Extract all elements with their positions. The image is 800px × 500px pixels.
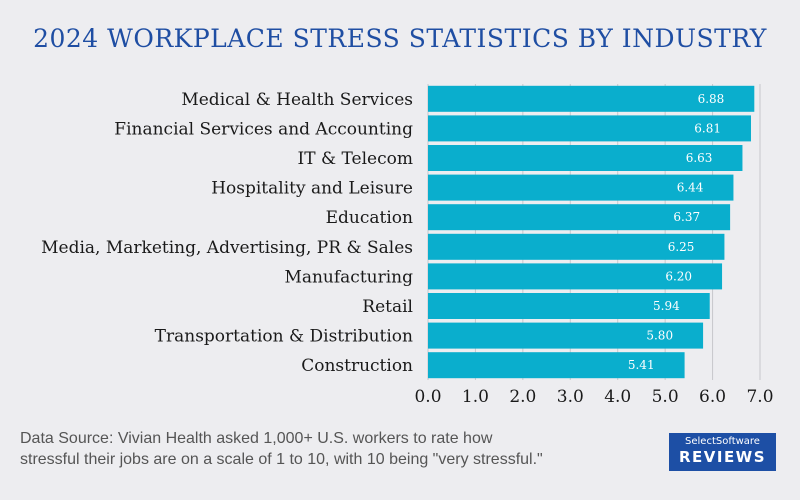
logo-top-text: SelectSoftware	[685, 436, 760, 447]
category-labels: Medical & Health Services Financial Servi…	[41, 90, 413, 376]
chart-title: 2024 WORKPLACE STRESS STATISTICS BY INDU…	[33, 24, 767, 53]
category-label: Retail	[362, 297, 413, 317]
x-tick-label: 2.0	[509, 387, 536, 407]
bar-value-label: 5.94	[653, 299, 680, 313]
x-tick-label: 5.0	[652, 387, 679, 407]
category-label: Transportation & Distribution	[155, 327, 413, 347]
category-label: Construction	[301, 356, 413, 376]
bar	[428, 293, 710, 319]
bar-value-label: 6.63	[686, 151, 713, 165]
bar	[428, 115, 751, 142]
bar-value-label: 5.41	[628, 358, 655, 372]
bar-value-label: 6.25	[668, 240, 695, 254]
category-label: Financial Services and Accounting	[114, 119, 413, 139]
category-label: Manufacturing	[284, 267, 413, 287]
x-tick-label: 3.0	[557, 387, 584, 407]
bar-value-label: 5.80	[646, 329, 673, 343]
x-axis-ticks: 0.0 1.0 2.0 3.0 4.0 5.0 6.0 7.0	[414, 387, 773, 407]
bars: 6.88 6.81 6.63 6.44 6.37 6.25 6.20 5.94 5.80 5.41	[428, 85, 755, 379]
x-tick-label: 0.0	[414, 387, 441, 407]
bar	[428, 85, 755, 112]
bar	[428, 352, 685, 379]
bar-value-label: 6.81	[694, 121, 721, 135]
bar-value-label: 6.20	[665, 269, 692, 283]
logo-bottom-text: REVIEWS	[678, 448, 767, 466]
source-line-2: stressful their jobs are on a scale of 1…	[20, 451, 543, 468]
x-tick-label: 7.0	[746, 387, 773, 407]
category-label: Education	[326, 208, 413, 228]
category-label: Medical & Health Services	[181, 90, 413, 110]
bar	[428, 145, 743, 171]
bar	[428, 233, 725, 260]
category-label: Hospitality and Leisure	[211, 179, 413, 199]
bar-value-label: 6.88	[698, 92, 725, 106]
x-tick-label: 1.0	[462, 387, 489, 407]
x-tick-label: 6.0	[699, 387, 726, 407]
bar	[428, 204, 731, 231]
bar-value-label: 6.37	[673, 210, 700, 224]
category-label: IT & Telecom	[298, 149, 413, 169]
source-line-1: Data Source: Vivian Health asked 1,000+ …	[20, 430, 493, 447]
category-label: Media, Marketing, Advertising, PR & Sale…	[41, 238, 413, 258]
bar	[428, 263, 723, 290]
x-tick-label: 4.0	[604, 387, 631, 407]
data-source-note: Data Source: Vivian Health asked 1,000+ …	[20, 428, 660, 470]
selectsoftware-reviews-logo: SelectSoftware REVIEWS	[669, 433, 776, 471]
bar	[428, 322, 704, 349]
bar-value-label: 6.44	[677, 181, 704, 195]
bar	[428, 174, 734, 201]
